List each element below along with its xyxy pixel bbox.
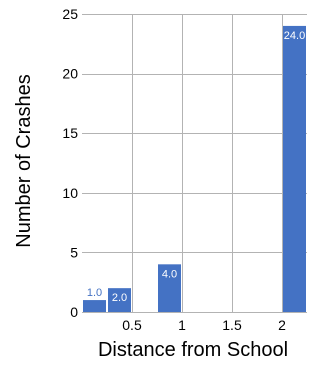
bar [108, 288, 131, 312]
y-tick-label: 15 [62, 125, 78, 141]
bar-value-label: 2.0 [112, 292, 127, 304]
y-tick-labels: 0 5 10 15 20 25 [62, 6, 78, 320]
bar-value-label: 1.0 [87, 287, 102, 299]
y-tick-label: 10 [62, 185, 78, 201]
x-tick-label: 1 [178, 317, 186, 333]
bar [283, 25, 306, 312]
y-tick-label: 5 [70, 244, 78, 260]
x-tick-label: 0.5 [122, 317, 142, 333]
y-axis-title: Number of Crashes [13, 74, 35, 247]
bar-labels: 1.0 2.0 4.0 24.0 [87, 30, 305, 304]
y-tick-label: 0 [70, 304, 78, 320]
grid-lines [82, 14, 307, 313]
y-tick-label: 25 [62, 6, 78, 22]
x-tick-label: 2 [278, 317, 286, 333]
bar [83, 300, 106, 312]
x-tick-label: 1.5 [222, 317, 242, 333]
bar-value-label: 24.0 [284, 30, 305, 42]
bar-value-label: 4.0 [162, 268, 177, 280]
x-tick-labels: 0.5 1 1.5 2 [122, 317, 286, 333]
x-axis-title: Distance from School [98, 339, 288, 361]
y-tick-label: 20 [62, 66, 78, 82]
bars [83, 25, 306, 312]
bar [158, 264, 181, 312]
